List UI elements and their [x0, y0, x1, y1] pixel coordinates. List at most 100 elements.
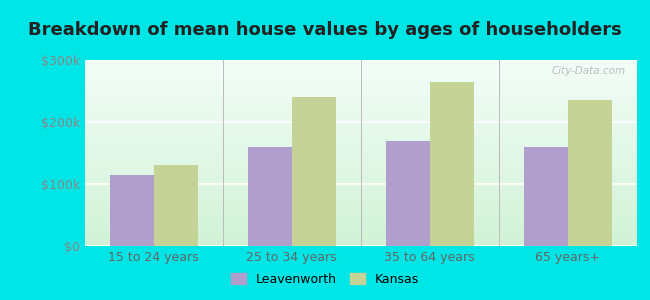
- Bar: [84, 90, 637, 91]
- Bar: [84, 192, 637, 193]
- Bar: [84, 137, 637, 138]
- Bar: [84, 85, 637, 86]
- Bar: [84, 177, 637, 178]
- Bar: [84, 244, 637, 245]
- Bar: [84, 63, 637, 64]
- Bar: [84, 104, 637, 105]
- Bar: [84, 155, 637, 156]
- Bar: [84, 94, 637, 95]
- Bar: [84, 98, 637, 99]
- Bar: [84, 81, 637, 82]
- Bar: [84, 95, 637, 96]
- Bar: [84, 102, 637, 103]
- Bar: [84, 166, 637, 167]
- Bar: [84, 105, 637, 106]
- Bar: [84, 232, 637, 233]
- Bar: [84, 227, 637, 228]
- Bar: [84, 106, 637, 107]
- Bar: [84, 164, 637, 165]
- Bar: [84, 92, 637, 94]
- Bar: [84, 219, 637, 220]
- Legend: Leavenworth, Kansas: Leavenworth, Kansas: [226, 268, 424, 291]
- Bar: [84, 230, 637, 231]
- Bar: [84, 188, 637, 189]
- Bar: [84, 70, 637, 71]
- Bar: [84, 73, 637, 74]
- Bar: [154, 165, 198, 246]
- Bar: [84, 204, 637, 205]
- Bar: [84, 101, 637, 102]
- Bar: [84, 134, 637, 135]
- Bar: [84, 96, 637, 97]
- Bar: [84, 130, 637, 131]
- Bar: [84, 158, 637, 159]
- Bar: [84, 210, 637, 211]
- Bar: [84, 161, 637, 162]
- Bar: [430, 82, 474, 246]
- Bar: [84, 241, 637, 242]
- Bar: [84, 220, 637, 221]
- Bar: [84, 245, 637, 246]
- Bar: [84, 113, 637, 114]
- Bar: [84, 124, 637, 125]
- Bar: [84, 118, 637, 119]
- Bar: [84, 199, 637, 200]
- Bar: [84, 103, 637, 104]
- Bar: [84, 144, 637, 145]
- Bar: [84, 118, 637, 119]
- Bar: [84, 239, 637, 240]
- Bar: [84, 66, 637, 67]
- Bar: [84, 114, 637, 115]
- Bar: [84, 172, 637, 173]
- Bar: [84, 233, 637, 234]
- Bar: [84, 168, 637, 169]
- Bar: [84, 225, 637, 226]
- Bar: [84, 123, 637, 124]
- Bar: [84, 157, 637, 158]
- Bar: [84, 119, 637, 120]
- Bar: [84, 89, 637, 90]
- Bar: [523, 147, 567, 246]
- Bar: [84, 84, 637, 85]
- Bar: [84, 82, 637, 83]
- Bar: [84, 146, 637, 147]
- Bar: [84, 198, 637, 199]
- Bar: [84, 127, 637, 128]
- Bar: [84, 236, 637, 237]
- Bar: [84, 217, 637, 218]
- Bar: [84, 224, 637, 225]
- Bar: [84, 147, 637, 148]
- Bar: [84, 200, 637, 201]
- Bar: [84, 149, 637, 150]
- Bar: [385, 141, 430, 246]
- Bar: [84, 99, 637, 100]
- Bar: [84, 145, 637, 146]
- Bar: [84, 143, 637, 144]
- Bar: [84, 83, 637, 84]
- Bar: [84, 115, 637, 116]
- Bar: [84, 238, 637, 239]
- Bar: [84, 76, 637, 77]
- Bar: [84, 135, 637, 136]
- Bar: [84, 122, 637, 123]
- Bar: [84, 170, 637, 171]
- Bar: [84, 184, 637, 185]
- Bar: [84, 86, 637, 87]
- Bar: [84, 173, 637, 174]
- Bar: [84, 97, 637, 98]
- Bar: [84, 176, 637, 177]
- Bar: [84, 165, 637, 166]
- Bar: [84, 60, 637, 61]
- Bar: [84, 116, 637, 117]
- Bar: [84, 129, 637, 130]
- Bar: [84, 133, 637, 134]
- Bar: [84, 159, 637, 160]
- Bar: [248, 147, 292, 246]
- Bar: [84, 181, 637, 182]
- Bar: [84, 205, 637, 206]
- Bar: [84, 208, 637, 209]
- Bar: [84, 214, 637, 215]
- Bar: [84, 223, 637, 224]
- Bar: [84, 211, 637, 212]
- Bar: [84, 178, 637, 179]
